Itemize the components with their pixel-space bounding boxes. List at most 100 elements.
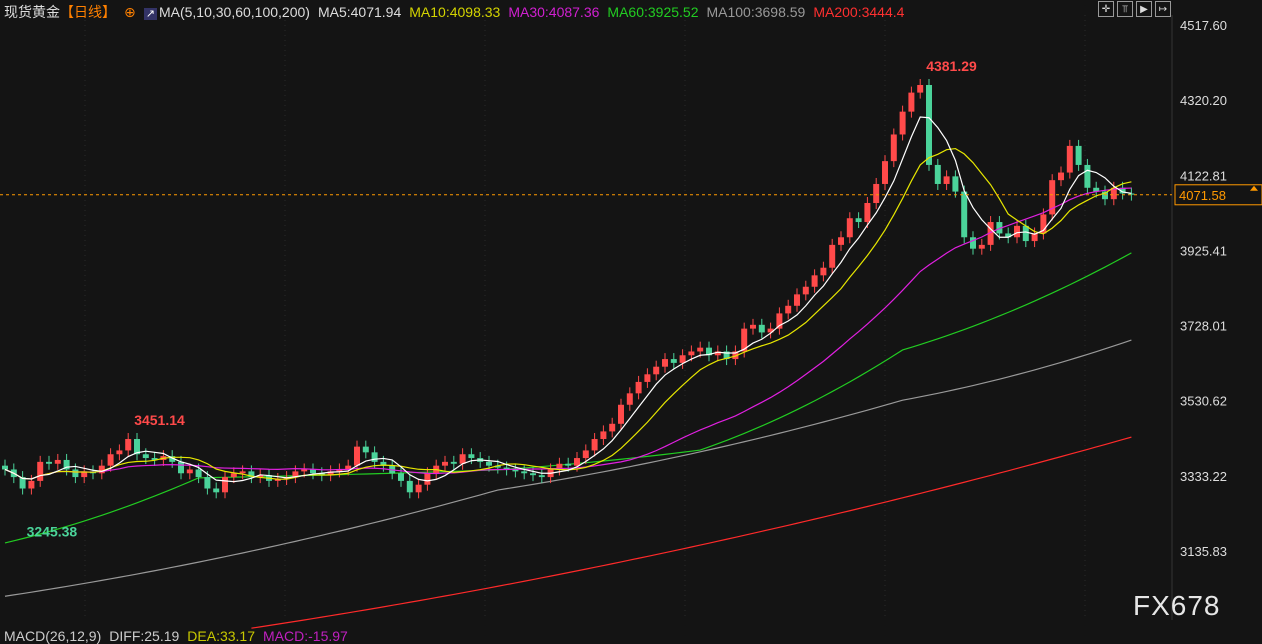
ma-chart-icon[interactable]: ↗ [143,8,157,20]
candle-body [732,351,739,360]
candle-body [257,475,264,478]
candle-body [679,355,686,363]
candle-body [37,461,44,481]
candle-body [19,477,26,489]
candle-body [574,458,580,466]
candle-body [1066,145,1073,173]
candle-body [301,469,308,472]
candle-body [151,458,158,460]
candle-body [134,439,140,455]
candle-body [873,183,880,204]
candle-body [54,459,61,464]
candle-body [926,84,932,165]
ma30-value: MA30:4087.36 [508,4,600,20]
candle-body [442,461,448,466]
candle-body [802,286,809,295]
current-price-tag [1174,184,1262,206]
candle-body [864,203,871,223]
candle-body [882,161,888,184]
candle-body [794,294,800,306]
candle-body [1049,180,1056,215]
candle-body [354,446,360,466]
crosshair-icon[interactable]: ✛ [1098,1,1114,17]
y-tick-label: 4122.81 [1180,168,1227,183]
candle-body [829,244,836,268]
candle-body [318,473,325,476]
candle-body [292,471,299,478]
candle-body [961,191,968,238]
y-tick-label: 3925.41 [1180,243,1227,258]
candle-body [952,176,959,192]
candle-body [248,471,255,478]
candle-body [811,275,818,287]
ma10-value: MA10:4098.33 [409,4,501,20]
y-tick-label: 3530.62 [1180,394,1227,409]
jump-end-icon[interactable]: ↦ [1155,1,1171,17]
candle-body [653,366,660,375]
price-up-arrow-icon [1250,185,1258,191]
candle-body [670,359,677,363]
candle-body [556,463,563,470]
candle-body [28,480,35,489]
candle-body [230,473,237,478]
candle-body [178,461,184,474]
candle-body [785,305,792,314]
ma200-value: MA200:3444.4 [813,4,905,20]
diff-value: DIFF:25.19 [109,628,180,644]
ma100-line [4,339,1132,597]
candle-body [450,461,457,464]
candle-body [362,446,369,453]
play-icon[interactable]: ▶ [1136,1,1152,17]
candle-body [345,465,352,470]
candle-body [169,456,176,462]
macd-legend: MACD(26,12,9) DIFF:25.19 DEA:33.17 MACD:-15… [4,628,356,644]
candle-body [934,164,941,184]
ma60-line [4,252,1132,544]
candle-body [1014,225,1020,238]
period-label[interactable]: 【日线】 [60,4,116,20]
candle-body [213,488,220,493]
candle-body [1040,214,1047,234]
y-tick-label: 3333.22 [1180,469,1227,484]
candle-body [415,484,422,493]
candle-body [538,475,545,478]
symbol-title: 现货黄金 [4,4,60,20]
candle-body [635,381,642,394]
candle-body [1119,187,1126,194]
zoom-in-icon[interactable]: ⫪ [1117,1,1133,17]
dea-value: DEA:33.17 [187,628,256,644]
candle-body [600,431,607,440]
candle-body [222,477,228,493]
candle-body [626,393,633,405]
candle-body [98,465,105,474]
ma-label: MA(5,10,30,60,100,200) [158,4,310,20]
ma5-line [4,116,1132,483]
candle-body [521,471,528,474]
candle-body [855,218,862,223]
candle-body [917,84,924,93]
candle-body [274,478,281,481]
candle-body [530,473,536,476]
candle-body [186,469,193,474]
candle-body [380,461,387,466]
candle-body [996,222,1003,234]
extreme-label: 3245.38 [27,523,78,539]
candle-body [609,423,616,432]
macd-value: MACD:-15.97 [263,628,348,644]
candle-body [943,176,950,184]
candle-body [838,237,844,245]
ma100-value: MA100:3698.59 [706,4,806,20]
candle-body [582,450,589,459]
extreme-label: 4381.29 [926,58,977,74]
y-tick-label: 4517.60 [1180,18,1227,33]
candle-body [908,92,915,112]
candle-body [486,461,492,466]
candle-body [72,469,79,478]
candle-body [46,461,52,464]
candle-body [714,351,721,356]
toolbar: ✛ ⫪ ▶ ↦ [1098,1,1171,17]
settings-icon[interactable]: ⊕ [124,4,136,20]
candle-body [310,469,316,474]
